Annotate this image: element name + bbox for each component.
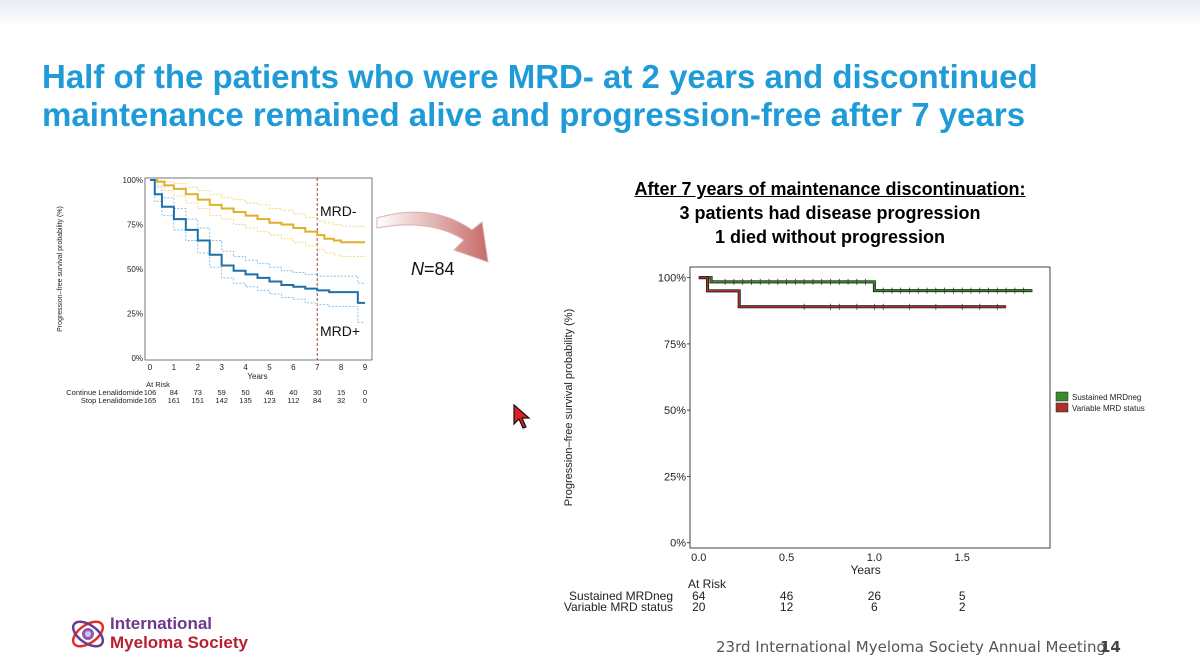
x-tick-label: 6: [291, 363, 296, 372]
callout-line-1: After 7 years of maintenance discontinua…: [634, 179, 1026, 199]
mouse-cursor-icon: [513, 403, 531, 429]
n-label-value: =84: [424, 259, 455, 279]
at-risk-value: 73: [194, 388, 202, 397]
x-tick-label: 0.5: [779, 552, 794, 564]
x-axis-label: Years: [850, 563, 880, 577]
at-risk-value: 64: [692, 589, 706, 603]
myeloma-society-logo-icon: [71, 620, 105, 648]
at-risk-header: At Risk: [688, 577, 727, 591]
series-1-line: [150, 179, 365, 304]
x-tick-label: 1.5: [955, 552, 970, 564]
pfs-chart-sustained-mrd: 0% 25% 50% 75% 100% 0.0 0.5 1.0 1.5 Years Progress…: [563, 266, 1145, 614]
at-risk-value: 161: [168, 396, 181, 405]
callout-text: After 7 years of maintenance discontinua…: [560, 177, 1100, 249]
at-risk-value: 0: [363, 388, 367, 397]
x-tick-label: 0: [148, 363, 153, 372]
series-1-line: [698, 276, 1007, 308]
at-risk-value: 106: [144, 388, 157, 397]
y-tick-label: 25%: [664, 471, 686, 483]
y-tick-label: 0%: [670, 538, 686, 550]
x-tick-label: 9: [363, 363, 368, 372]
at-risk-value: 59: [217, 388, 225, 397]
at-risk-value: 26: [868, 589, 882, 603]
y-tick-label: 50%: [664, 405, 686, 417]
at-risk-row-label: Variable MRD status: [564, 600, 673, 614]
page-number: 14: [1100, 638, 1121, 656]
y-tick-label: 25%: [127, 310, 143, 319]
at-risk-value: 84: [170, 388, 178, 397]
x-tick-label: 7: [315, 363, 320, 372]
series-1-ci-lower: [150, 179, 365, 323]
at-risk-row-label: Sustained MRDneg: [569, 589, 673, 603]
at-risk-value: 135: [239, 396, 252, 405]
y-tick-label: 75%: [127, 221, 143, 230]
at-risk-value: 32: [337, 396, 345, 405]
at-risk-value: 165: [144, 396, 157, 405]
top-banner: [0, 0, 1200, 26]
at-risk-value: 112: [287, 396, 299, 405]
x-tick-label: 8: [339, 363, 344, 372]
slide-title: Half of the patients who were MRD- at 2 …: [42, 58, 1182, 134]
at-risk-value: 50: [241, 388, 249, 397]
at-risk-value: 46: [265, 388, 273, 397]
curved-arrow-icon: [376, 211, 489, 263]
at-risk-value: 40: [289, 388, 297, 397]
at-risk-value: 20: [692, 600, 706, 614]
x-tick-label: 1: [172, 363, 177, 372]
at-risk-value: 123: [263, 396, 276, 405]
annotation-mrd-pos: MRD+: [320, 323, 360, 339]
x-tick-label: 3: [219, 363, 224, 372]
series-0-ci-lower: [150, 179, 365, 258]
y-tick-label: 0%: [131, 354, 143, 363]
annotation-mrd-neg: MRD-: [320, 203, 357, 219]
plot-frame: [689, 266, 1051, 549]
x-tick-label: 1.0: [867, 552, 882, 564]
callout-line-2: 3 patients had disease progression: [679, 203, 981, 223]
at-risk-header: At Risk: [146, 380, 170, 389]
ims-logo: International Myeloma Society: [68, 612, 308, 658]
at-risk-value: 142: [215, 396, 228, 405]
title-line-2: maintenance remained alive and progressi…: [42, 96, 1026, 133]
at-risk-value: 151: [192, 396, 205, 405]
y-tick-label: 75%: [664, 339, 686, 351]
n-label: N=84: [411, 259, 455, 280]
legend-swatch: [1055, 402, 1069, 413]
legend-swatch: [1055, 391, 1069, 402]
n-label-prefix: N: [411, 259, 424, 279]
x-tick-label: 4: [243, 363, 248, 372]
logo-line-2: Myeloma Society: [110, 633, 248, 652]
y-tick-label: 100%: [658, 273, 686, 285]
title-line-1: Half of the patients who were MRD- at 2 …: [42, 58, 1038, 95]
series-0-line: [150, 179, 365, 244]
at-risk-value: 30: [313, 388, 321, 397]
y-axis-label: Progression–free survival probability (%…: [563, 309, 575, 506]
x-axis-label: Years: [247, 372, 267, 381]
at-risk-value: 15: [337, 388, 345, 397]
series-1-ci-upper: [150, 179, 365, 284]
y-tick-label: 50%: [127, 265, 143, 274]
at-risk-value: 2: [959, 600, 966, 614]
pfs-chart-mrd: 0%25%50%75%100%0 1 2 3 4 5 6 7 8 9YearsProgressio…: [57, 176, 373, 405]
x-tick-label: 0.0: [691, 552, 706, 564]
y-axis-label: Progression–free survival probability (%…: [57, 206, 64, 332]
at-risk-value: 46: [780, 589, 794, 603]
at-risk-value: 84: [313, 396, 321, 405]
logo-text: International Myeloma Society: [110, 614, 248, 652]
y-tick-label: 100%: [123, 176, 143, 185]
at-risk-value: 12: [780, 600, 794, 614]
at-risk-row-label: Stop Lenalidomide: [81, 396, 143, 405]
x-tick-label: 5: [267, 363, 272, 372]
series-0-line: [698, 276, 1033, 292]
legend-label: Sustained MRDneg: [1072, 393, 1141, 402]
at-risk-row-label: Continue Lenalidomide: [66, 388, 143, 397]
footer-meeting: 23rd International Myeloma Society Annua…: [716, 638, 1106, 656]
logo-line-1: International: [110, 614, 213, 633]
at-risk-value: 0: [363, 396, 367, 405]
plot-frame: [144, 177, 373, 361]
x-tick-label: 2: [196, 363, 201, 372]
at-risk-value: 5: [959, 589, 966, 603]
legend-label: Variable MRD status: [1072, 404, 1145, 413]
callout-line-3: 1 died without progression: [714, 227, 945, 247]
at-risk-value: 6: [871, 600, 878, 614]
